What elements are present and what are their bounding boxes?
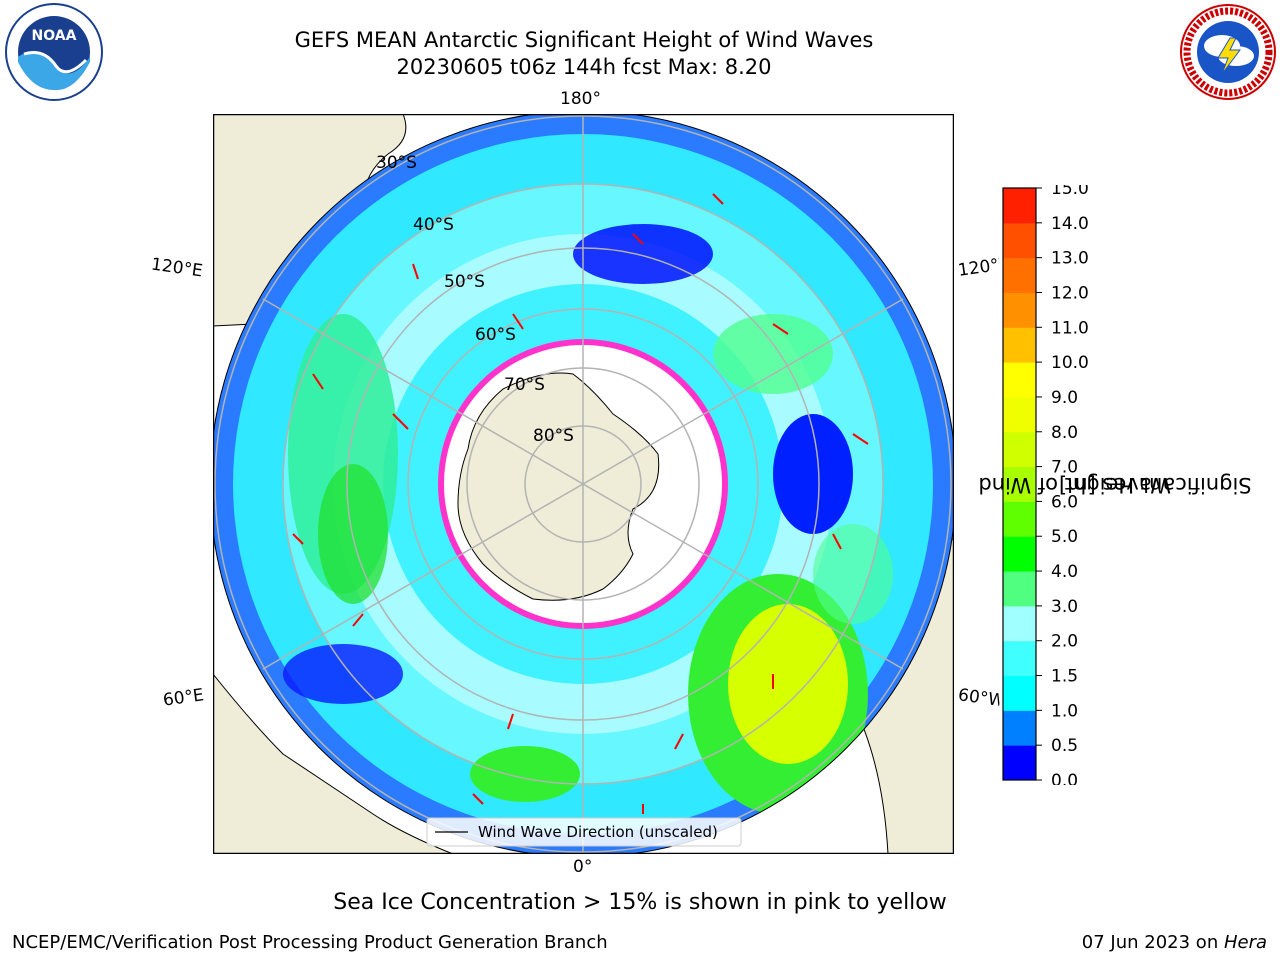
- antarctica-land: [457, 372, 660, 601]
- colorbar-segment: [1003, 257, 1036, 293]
- colorbar-segment: [1003, 605, 1036, 642]
- colorbar-tick-label: 4.0: [1051, 562, 1078, 582]
- noaa-logo-text: NOAA: [32, 28, 77, 44]
- lat-label-60: 60°S: [475, 325, 516, 345]
- sea-ice-note: Sea Ice Concentration > 15% is shown in …: [333, 890, 947, 915]
- lat-label-50: 50°S: [444, 272, 485, 292]
- colorbar-segment: [1003, 222, 1036, 259]
- colorbar-segment: [1003, 431, 1036, 468]
- colorbar-segment: [1003, 396, 1036, 433]
- lon-label-60e: 60°E: [161, 685, 206, 711]
- colorbar-tick-label: 12.0: [1051, 283, 1089, 303]
- colorbar-segment: [1003, 675, 1036, 711]
- colorbar-tick-label: 10.0: [1051, 353, 1089, 373]
- legend-entry: Wind Wave Direction (unscaled): [478, 823, 718, 841]
- colorbar-tick-label: 15.0: [1051, 185, 1089, 199]
- colorbar-tick-label: 7.0: [1051, 458, 1078, 478]
- colorbar: 15.0 14.0 13.0 12.0 11.0 10.0 9.0 8.0 7.0 6.0 5.0 4…: [1002, 185, 1089, 785]
- colorbar-tick-label: 9.0: [1051, 388, 1078, 408]
- colorbar-tick-label: 8.0: [1051, 423, 1078, 443]
- chart-subtitle: 20230605 t06z 144h fcst Max: 8.20: [396, 55, 772, 79]
- colorbar-segment: [1003, 466, 1036, 502]
- lat-label-40: 40°S: [413, 215, 454, 235]
- footer-date: 07 Jun 2023 on: [1081, 932, 1224, 953]
- colorbar-segment: [1003, 292, 1036, 328]
- colorbar-segment: [1003, 710, 1036, 746]
- national-weather-service-logo-icon: [1180, 4, 1276, 100]
- footer-right: 07 Jun 2023 on Hera: [1082, 932, 1267, 953]
- colorbar-tick-label: 1.5: [1051, 667, 1078, 687]
- colorbar-segment: [1003, 327, 1036, 363]
- colorbar-segment: [1003, 571, 1036, 607]
- lon-label-0: 0°: [573, 857, 593, 877]
- colorbar-segment: [1003, 362, 1036, 398]
- map-legend: Wind Wave Direction (unscaled): [426, 817, 742, 847]
- africa-land: [213, 673, 454, 854]
- colorbar-tick-label: 1.0: [1051, 701, 1078, 721]
- lon-label-60w: 60°W: [956, 685, 1002, 711]
- colorbar-tick-label: 0.0: [1051, 771, 1078, 785]
- colorbar-tick-label: 5.0: [1051, 527, 1078, 547]
- lat-label-80: 80°S: [533, 426, 574, 446]
- colorbar-tick-label: 3.0: [1051, 597, 1078, 617]
- colorbar-tick-label: 0.5: [1051, 736, 1078, 756]
- polar-map: Wind Wave Direction (unscaled) 30°S 40°S…: [213, 114, 954, 854]
- lon-label-180: 180°: [560, 89, 601, 109]
- colorbar-segment: [1003, 536, 1036, 572]
- lat-label-70: 70°S: [504, 375, 545, 395]
- colorbar-segment: [1003, 188, 1036, 224]
- colorbar-segment: [1003, 501, 1036, 537]
- colorbar-tick-label: 11.0: [1051, 318, 1089, 338]
- lat-label-30: 30°S: [376, 153, 417, 173]
- noaa-logo-icon: NOAA: [5, 3, 103, 101]
- colorbar-segment: [1003, 640, 1036, 677]
- colorbar-tick-label: 14.0: [1051, 214, 1089, 234]
- colorbar-label-line2: Waves [m]: [1058, 473, 1172, 497]
- chart-title: GEFS MEAN Antarctic Significant Height o…: [294, 28, 874, 52]
- footer-left: NCEP/EMC/Verification Post Processing Pr…: [12, 932, 608, 953]
- footer-machine: Hera: [1223, 932, 1267, 953]
- lon-label-120e: 120°E: [149, 254, 204, 282]
- colorbar-tick-label: 13.0: [1051, 249, 1089, 269]
- colorbar-segment: [1003, 745, 1036, 781]
- colorbar-tick-label: 6.0: [1051, 492, 1078, 512]
- colorbar-tick-label: 2.0: [1051, 632, 1078, 652]
- lon-label-120w: 120°W: [956, 255, 1002, 281]
